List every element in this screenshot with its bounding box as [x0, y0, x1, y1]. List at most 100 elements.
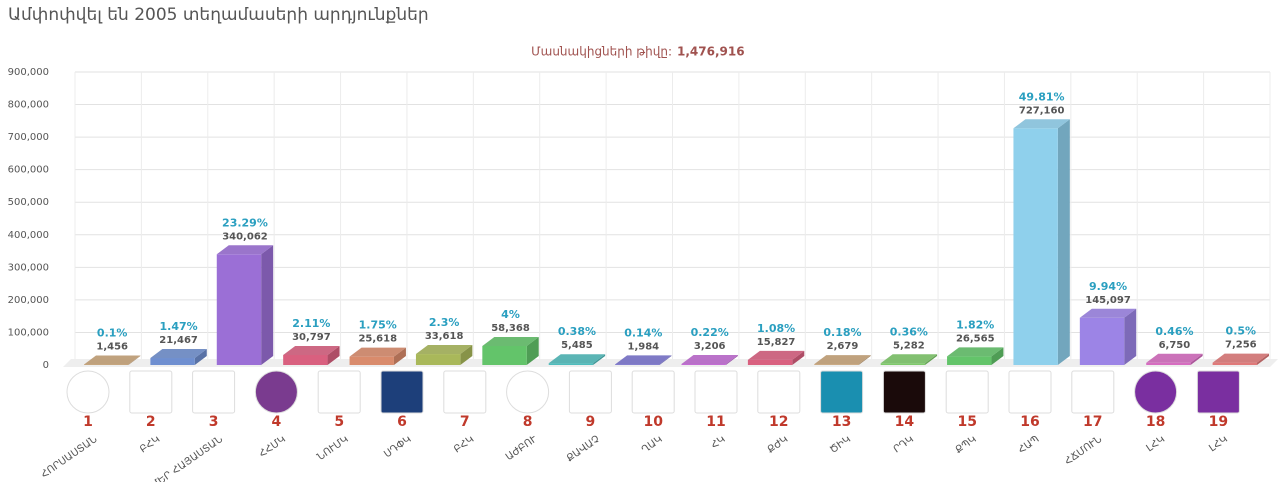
bar-side — [593, 354, 606, 365]
party-logo — [254, 370, 298, 414]
party-name: ՔՊԿ — [954, 434, 979, 456]
percent-label: 0.36% — [890, 325, 928, 338]
party-number: 2 — [146, 414, 156, 430]
bar — [548, 354, 606, 365]
bar-top — [84, 355, 141, 365]
party-name: ՂԱԿ — [640, 434, 665, 456]
bar-front — [747, 359, 793, 365]
party-name: ԼՀԿ — [1145, 434, 1168, 454]
party-name: ՀԱՊ — [1016, 434, 1041, 456]
party-number: 10 — [643, 414, 663, 430]
value-label: 2,679 — [827, 341, 859, 352]
party-logo — [192, 370, 236, 414]
party-logo — [694, 370, 738, 414]
percent-label: 0.46% — [1155, 325, 1193, 338]
party-number: 15 — [957, 414, 976, 430]
party-number: 19 — [1209, 414, 1228, 430]
bar — [1013, 119, 1070, 366]
percent-label: 1.75% — [359, 319, 397, 332]
bar-front — [1146, 362, 1191, 365]
party-name: ՔԱՎԱՉ — [565, 434, 602, 465]
party-name: ՀՀՄԿ — [257, 434, 288, 460]
percent-label: 1.47% — [159, 320, 197, 333]
party-name: ՍԴՓԿ — [382, 434, 413, 460]
value-label: 26,565 — [956, 333, 995, 344]
bar-front — [1013, 128, 1058, 365]
party-number: 9 — [586, 414, 596, 430]
bar-top — [349, 347, 406, 357]
value-label: 25,618 — [358, 334, 397, 345]
party-number: 8 — [523, 414, 533, 430]
bar-top — [880, 354, 938, 364]
bar-front — [681, 363, 726, 365]
bar-front — [349, 356, 394, 365]
party-number: 13 — [832, 414, 851, 430]
value-label: 1,984 — [627, 341, 659, 352]
bar-front — [216, 254, 262, 365]
percent-label: 0.38% — [558, 325, 596, 338]
party-number: 6 — [397, 414, 407, 430]
party-logo — [1196, 370, 1240, 414]
y-tick-label: 600,000 — [8, 165, 49, 176]
bar — [814, 355, 871, 365]
percent-label: 0.5% — [1226, 325, 1257, 338]
value-label: 58,368 — [491, 323, 530, 334]
party-name: ՆՈՒՄԿ — [315, 434, 350, 463]
value-label: 5,485 — [561, 340, 593, 351]
bar-side — [991, 347, 1004, 365]
party-number: 18 — [1146, 414, 1165, 430]
y-tick-label: 0 — [43, 360, 49, 371]
percent-label: 1.08% — [757, 322, 795, 335]
bar-top — [548, 354, 606, 364]
percent-label: 0.14% — [624, 326, 662, 339]
bar-front — [947, 356, 992, 365]
percent-label: 4% — [501, 308, 520, 321]
bar-front — [415, 354, 461, 365]
party-number: 11 — [706, 414, 725, 430]
bar-side — [194, 349, 207, 365]
bar — [747, 350, 805, 365]
value-label: 5,282 — [893, 340, 925, 351]
bar-top — [216, 245, 274, 255]
party-logo — [882, 370, 926, 414]
value-label: 340,062 — [222, 231, 268, 242]
bar — [947, 347, 1004, 365]
bar-side — [1190, 353, 1203, 365]
bar-top — [747, 350, 805, 360]
bar-top — [814, 355, 871, 365]
bar-side — [925, 354, 938, 365]
party-logo — [1008, 370, 1052, 414]
value-label: 1,456 — [96, 342, 128, 353]
percent-label: 9.94% — [1089, 280, 1127, 293]
bar-side — [460, 345, 473, 365]
party-name: ՀԿ — [709, 434, 727, 451]
bar — [1079, 308, 1137, 365]
value-label: 30,797 — [292, 332, 331, 343]
bar-top — [482, 336, 539, 346]
y-tick-label: 300,000 — [8, 262, 49, 273]
party-name: ՀՃՄՈՒՆ — [1063, 434, 1104, 468]
percent-label: 0.22% — [691, 326, 729, 339]
party-name: ԱԺԲՈՒ — [504, 434, 540, 464]
bar-front — [1212, 362, 1257, 365]
party-logo — [820, 370, 864, 414]
party-logo — [945, 370, 989, 414]
y-tick-label: 100,000 — [8, 327, 49, 338]
value-label: 3,206 — [694, 341, 726, 352]
value-label: 145,097 — [1085, 295, 1131, 306]
party-logo — [1071, 370, 1115, 414]
bar-top — [1013, 119, 1070, 129]
bar — [615, 355, 672, 365]
bar — [880, 354, 938, 365]
bar-front — [615, 364, 660, 365]
bar — [415, 345, 473, 365]
party-logo — [757, 370, 801, 414]
party-number: 16 — [1020, 414, 1039, 430]
bar — [1212, 353, 1269, 365]
bar-top — [150, 349, 207, 359]
chart-title: Ամփոփվել են 2005 տեղամասերի արդյունքներ — [8, 5, 429, 25]
bar-side — [725, 354, 738, 365]
party-number: 5 — [334, 414, 344, 430]
bar-top — [1079, 308, 1137, 318]
percent-label: 49.81% — [1019, 90, 1065, 103]
